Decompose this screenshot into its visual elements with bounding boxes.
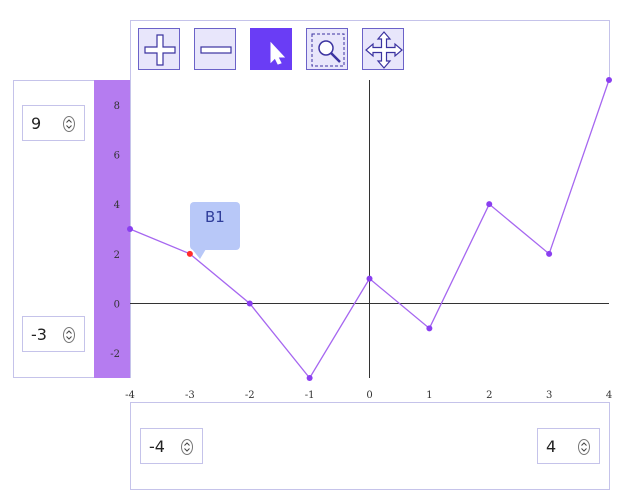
y-min-value: -3 — [31, 325, 47, 344]
y-max-stepper[interactable]: 9 — [22, 105, 85, 141]
plus-icon — [144, 34, 176, 66]
y-tick-label: 6 — [114, 151, 120, 162]
zoom-box-button[interactable] — [306, 28, 348, 70]
x-tick-label: -4 — [125, 390, 135, 401]
zoom-in-button[interactable] — [138, 28, 180, 70]
spinner-icon — [181, 439, 193, 455]
data-point — [366, 275, 373, 282]
spinner-icon — [63, 116, 75, 132]
y-min-stepper[interactable]: -3 — [22, 316, 85, 352]
x-tick-label: 2 — [486, 390, 492, 401]
x-tick-label: -1 — [305, 390, 315, 401]
pan-move-icon — [365, 31, 403, 69]
spinner-icon — [63, 327, 75, 343]
y-tick-label: 8 — [114, 101, 120, 112]
x-range-panel — [130, 402, 610, 490]
data-point — [127, 226, 133, 232]
spinner-icon — [578, 439, 590, 455]
y-tick-label: -2 — [110, 349, 120, 360]
tooltip-tail — [192, 249, 206, 259]
x-max-value: 4 — [546, 437, 557, 456]
y-tick-label: 0 — [114, 300, 120, 311]
x-min-stepper[interactable]: -4 — [140, 428, 203, 464]
x-max-stepper[interactable]: 4 — [537, 428, 600, 464]
data-point — [486, 201, 493, 208]
data-point — [606, 77, 612, 83]
x-tick-label: 1 — [426, 390, 432, 401]
zoom-out-button[interactable] — [194, 28, 236, 70]
y-max-value: 9 — [31, 114, 42, 133]
highlighted-data-point — [186, 250, 193, 257]
pan-button[interactable] — [362, 28, 404, 70]
data-point — [546, 250, 553, 257]
minus-icon — [200, 46, 232, 54]
tooltip-label: B1 — [205, 208, 225, 226]
data-point — [246, 300, 253, 307]
data-point — [426, 325, 433, 332]
x-tick-label: 4 — [606, 390, 612, 401]
x-tick-label: 3 — [546, 390, 552, 401]
x-tick-label: -2 — [245, 390, 255, 401]
x-tick-label: -3 — [185, 390, 195, 401]
x-tick-label: 0 — [366, 390, 372, 401]
y-tick-label: 4 — [114, 200, 120, 211]
data-point — [306, 375, 313, 381]
y-tick-label: 2 — [114, 250, 120, 261]
pointer-icon — [270, 41, 286, 65]
zoom-select-icon — [311, 33, 345, 67]
y-axis-band — [94, 80, 130, 378]
x-min-value: -4 — [149, 437, 165, 456]
point-tooltip: B1 — [190, 202, 240, 259]
select-button[interactable] — [250, 28, 292, 70]
